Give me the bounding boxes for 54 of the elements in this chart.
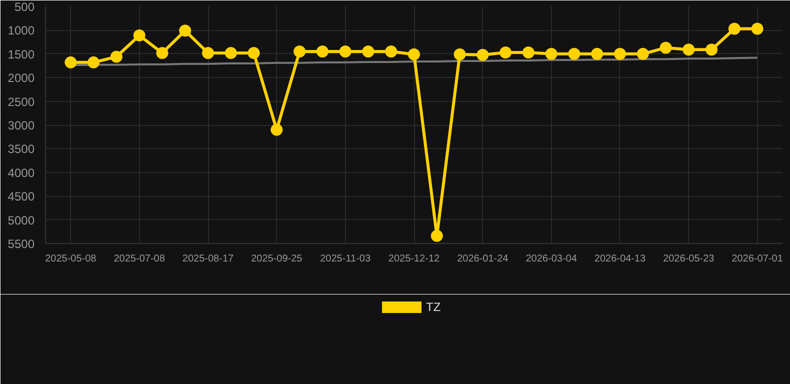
point xyxy=(430,230,443,242)
point xyxy=(454,48,466,60)
point xyxy=(156,46,168,59)
point xyxy=(545,48,558,60)
x-tick-label: 2025-08-17 xyxy=(182,254,234,264)
x-tick-label: 2025-12-12 xyxy=(388,254,440,264)
point xyxy=(110,50,122,63)
point xyxy=(179,24,192,37)
x-tick-label: 2026-07-01 xyxy=(732,254,784,264)
point xyxy=(706,44,718,56)
y-tick-label: 500 xyxy=(14,0,35,14)
y-tick-label: 3500 xyxy=(8,142,35,156)
point xyxy=(614,48,626,60)
x-tick-label: 2026-04-13 xyxy=(594,254,646,264)
point xyxy=(728,22,740,35)
point xyxy=(64,56,77,68)
x-tick-label: 2025-07-08 xyxy=(114,254,166,264)
point xyxy=(248,46,260,59)
y-tick-label: 2000 xyxy=(8,71,35,86)
point xyxy=(202,46,214,59)
point xyxy=(362,46,374,58)
point xyxy=(660,42,672,54)
point xyxy=(500,46,512,58)
point xyxy=(522,46,534,58)
point xyxy=(88,56,100,68)
y-tick-label: 4500 xyxy=(8,190,35,204)
y-tick-label: 4000 xyxy=(8,166,35,180)
point xyxy=(751,22,764,35)
point xyxy=(270,124,283,136)
point xyxy=(408,48,420,60)
legend-label: TZ xyxy=(426,300,442,314)
y-tick-label: 2500 xyxy=(8,94,35,109)
point xyxy=(385,46,398,58)
y-tick-label: 5000 xyxy=(8,213,35,228)
x-tick-label: 2026-05-23 xyxy=(663,254,715,264)
y-tick-label: 1500 xyxy=(8,47,35,62)
point xyxy=(339,46,352,58)
x-tick-label: 2025-11-03 xyxy=(320,254,371,264)
y-tick-label: 5500 xyxy=(8,237,35,251)
point xyxy=(316,46,328,58)
x-tick-label: 2025-09-25 xyxy=(251,254,303,264)
x-tick-label: 2026-01-24 xyxy=(457,254,509,264)
point xyxy=(224,46,237,59)
point xyxy=(133,29,146,42)
x-tick-label: 2026-03-04 xyxy=(526,254,578,264)
x-tick-label: 2025-05-08 xyxy=(45,254,97,264)
y-tick-label: 1000 xyxy=(8,24,35,38)
y-tick-label: 3000 xyxy=(8,118,35,132)
point xyxy=(568,48,580,60)
point xyxy=(636,48,649,60)
point xyxy=(682,44,695,56)
point xyxy=(476,48,489,61)
point xyxy=(591,48,604,60)
point xyxy=(294,46,306,58)
